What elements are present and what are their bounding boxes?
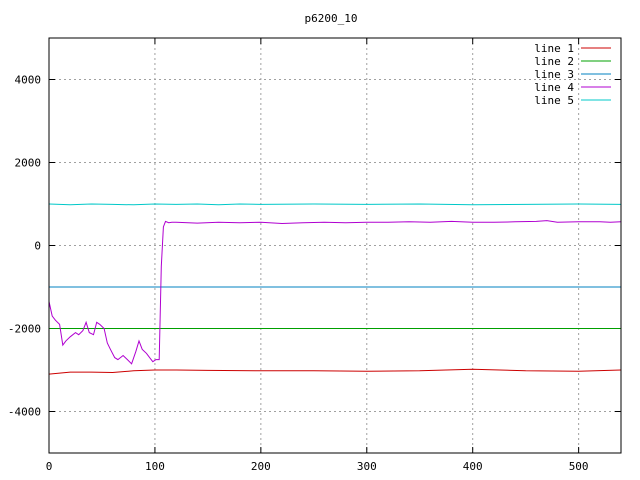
y-tick-label: -2000 <box>8 323 41 336</box>
x-tick-label: 300 <box>357 460 377 473</box>
legend-label: line 5 <box>534 94 574 107</box>
y-tick-label: 0 <box>34 240 41 253</box>
x-tick-label: 200 <box>251 460 271 473</box>
chart-title: p6200_10 <box>305 12 358 25</box>
x-tick-label: 400 <box>463 460 483 473</box>
legend-label: line 4 <box>534 81 574 94</box>
y-tick-label: 4000 <box>15 74 42 87</box>
series-lines <box>48 203 622 375</box>
legend-label: line 1 <box>534 42 574 55</box>
y-tick-label: -4000 <box>8 406 41 419</box>
x-tick-label: 0 <box>46 460 53 473</box>
legend-label: line 2 <box>534 55 574 68</box>
y-tick-label: 2000 <box>15 157 42 170</box>
plot-frame <box>48 37 622 454</box>
series-line-5 <box>48 203 622 206</box>
x-tick-label: 500 <box>569 460 589 473</box>
axis-ticks: 0 100 200 300 400 500 -4000 -2000 0 2000 4000 <box>8 38 621 473</box>
series-line-4 <box>48 220 622 365</box>
series-line-1 <box>48 368 622 375</box>
x-tick-label: 100 <box>145 460 165 473</box>
legend-label: line 3 <box>534 68 574 81</box>
